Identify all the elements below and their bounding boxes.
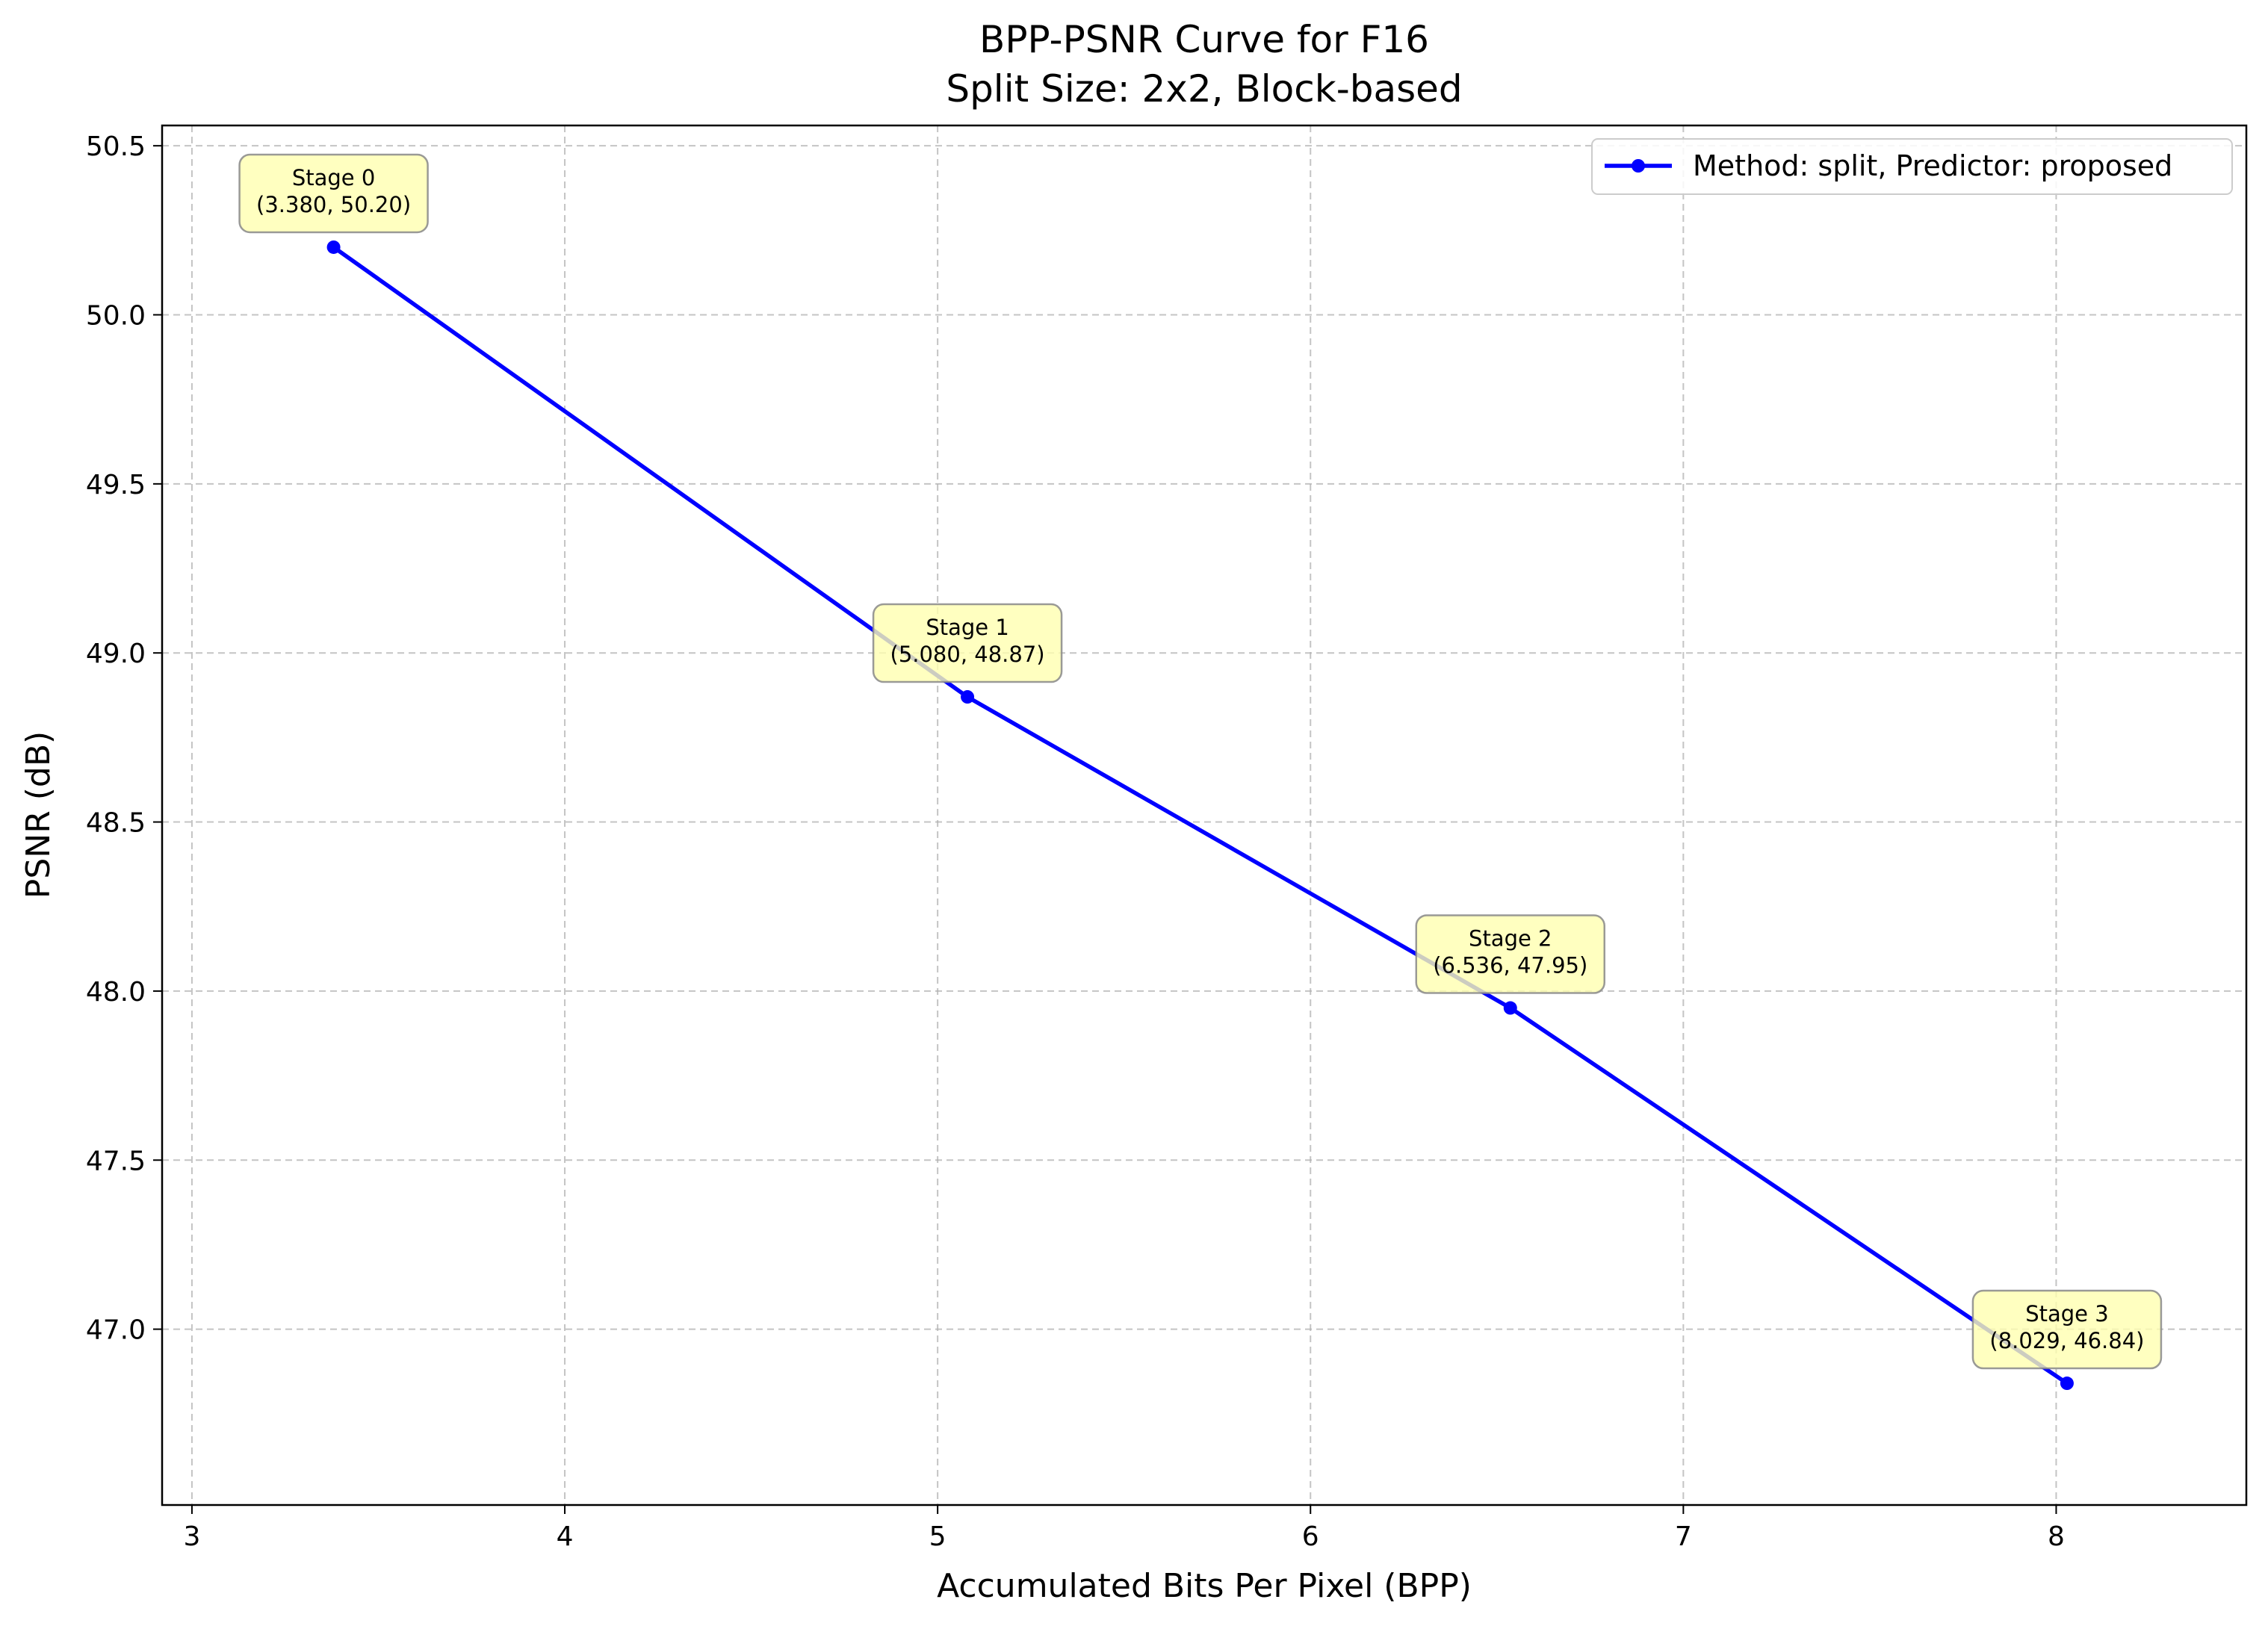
chart-title-line-2: Split Size: 2x2, Block-based xyxy=(946,67,1462,111)
plot-area-frame xyxy=(161,124,2248,1506)
y-axis-label: PSNR (dB) xyxy=(19,731,58,899)
series-lines xyxy=(331,245,2069,1385)
annotation-stage-label: Stage 0 xyxy=(292,165,375,190)
x-tick-label: 7 xyxy=(1675,1521,1692,1552)
data-points xyxy=(326,240,2074,1391)
x-axis-label: Accumulated Bits Per Pixel (BPP) xyxy=(937,1567,1472,1605)
data-point xyxy=(326,240,341,254)
legend: Method: split, Predictor: proposed xyxy=(1591,138,2233,195)
x-tick-label: 5 xyxy=(929,1521,946,1552)
annotation-coordinates: (6.536, 47.95) xyxy=(1433,953,1587,978)
x-tick-label: 4 xyxy=(557,1521,574,1552)
y-tick-label: 49.5 xyxy=(86,470,146,500)
point-annotations: Stage 0(3.380, 50.20) Stage 1(5.080, 48.8… xyxy=(238,153,2163,1370)
annotation-coordinates: (3.380, 50.20) xyxy=(256,192,411,217)
y-tick-label: 47.0 xyxy=(86,1315,146,1346)
legend-box xyxy=(1591,138,2233,195)
y-tick-label: 49.0 xyxy=(86,639,146,669)
annotation-stage-label: Stage 1 xyxy=(926,615,1008,640)
data-point xyxy=(961,690,975,704)
y-tick-label: 50.5 xyxy=(86,131,146,162)
axis-ticks: 3 4 5 6 7 8 47.0 47.5 48.0 48.5 49.0 49.5 50.0 50.5 xyxy=(86,131,2065,1552)
data-point xyxy=(1503,1001,1517,1015)
annotation-box xyxy=(1971,1289,2163,1370)
x-tick-label: 8 xyxy=(2048,1521,2065,1552)
y-tick-label: 47.5 xyxy=(86,1146,146,1176)
grid xyxy=(162,125,2246,1505)
x-tick-label: 3 xyxy=(183,1521,200,1552)
annotation-stage-label: Stage 2 xyxy=(1469,926,1552,952)
x-tick-label: 6 xyxy=(1302,1521,1319,1552)
data-point xyxy=(2060,1377,2074,1391)
y-tick-label: 50.0 xyxy=(86,301,146,332)
annotation-box xyxy=(238,153,429,234)
annotation-coordinates: (8.029, 46.84) xyxy=(1989,1328,2144,1353)
chart-title-line-1: BPP-PSNR Curve for F16 xyxy=(979,18,1429,61)
y-tick-label: 48.0 xyxy=(86,977,146,1008)
annotation-stage-label: Stage 3 xyxy=(2025,1301,2108,1326)
annotation-coordinates: (5.080, 48.87) xyxy=(890,642,1045,667)
series-line xyxy=(331,245,2069,1385)
legend-series-label: Method: split, Predictor: proposed xyxy=(1693,149,2172,182)
annotation-box xyxy=(1415,914,1606,994)
y-tick-label: 48.5 xyxy=(86,808,146,839)
annotation-box xyxy=(872,603,1063,683)
legend-marker-swatch xyxy=(1632,159,1645,173)
